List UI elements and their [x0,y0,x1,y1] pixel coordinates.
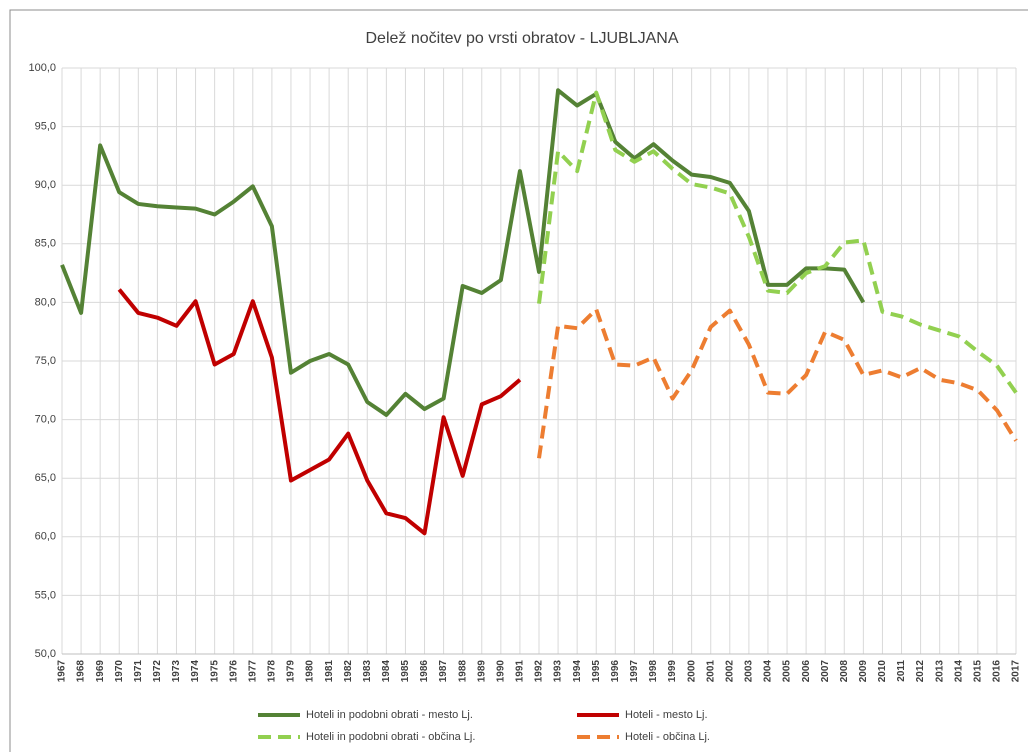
legend-label: Hoteli in podobni obrati - občina Lj. [306,731,475,743]
x-tick-label: 1981 [324,660,335,683]
x-tick-label: 1986 [419,660,430,683]
x-tick-label: 1974 [190,660,201,683]
y-tick-label: 100,0 [28,62,56,74]
x-tick-label: 2011 [896,660,907,682]
x-tick-label: 2004 [763,660,774,683]
x-tick-label: 2014 [953,660,964,683]
x-tick-label: 1984 [381,660,392,683]
x-tick-label: 1972 [152,660,163,683]
x-tick-label: 1969 [95,660,106,683]
x-tick-label: 2016 [992,660,1003,683]
x-tick-label: 1987 [438,660,449,683]
x-tick-label: 1993 [553,660,564,683]
x-tick-label: 2009 [858,660,869,683]
series-line [60,88,866,417]
x-tick-label: 2002 [724,660,735,683]
x-tick-label: 1999 [667,660,678,683]
series-line [537,90,1018,394]
x-tick-label: 1967 [57,660,68,683]
x-tick-label: 2017 [1011,660,1022,683]
y-tick-label: 60,0 [35,531,56,543]
legend-label: Hoteli - občina Lj. [625,731,710,743]
y-tick-label: 50,0 [35,648,56,660]
y-tick-label: 90,0 [35,179,56,191]
x-tick-label: 1988 [457,660,468,683]
legend-label: Hoteli - mesto Lj. [625,709,708,721]
series-line [537,307,1018,459]
x-tick-label: 1968 [76,660,87,683]
x-tick-label: 1991 [515,660,526,683]
x-tick-label: 2001 [705,660,716,683]
x-tick-label: 1973 [171,660,182,683]
x-tick-label: 2006 [801,660,812,683]
x-tick-label: 1983 [362,660,373,683]
x-tick-label: 1998 [648,660,659,683]
x-tick-label: 2007 [820,660,831,683]
y-tick-label: 95,0 [35,121,56,133]
x-tick-label: 2013 [934,660,945,683]
x-tick-label: 1980 [305,660,316,683]
y-tick-label: 55,0 [35,589,56,601]
x-tick-label: 2005 [782,660,793,683]
chart-title: Delež nočitev po vrsti obratov - LJUBLJA… [365,30,678,47]
x-tick-label: 1977 [247,660,258,683]
series-line [117,288,522,536]
x-tick-label: 1996 [610,660,621,683]
x-tick-label: 1978 [267,660,278,683]
x-tick-label: 1994 [572,660,583,683]
y-tick-label: 80,0 [35,296,56,308]
x-tick-label: 1995 [591,660,602,683]
x-tick-label: 1985 [400,660,411,683]
x-tick-label: 1990 [495,660,506,683]
x-tick-label: 1989 [476,660,487,683]
x-tick-label: 1975 [209,660,220,683]
x-tick-label: 2000 [686,660,697,683]
x-tick-label: 1997 [629,660,640,683]
x-tick-label: 1982 [343,660,354,683]
y-tick-label: 75,0 [35,355,56,367]
y-tick-label: 85,0 [35,238,56,250]
x-tick-label: 1971 [133,660,144,683]
x-tick-label: 2003 [744,660,755,683]
x-tick-label: 2012 [915,660,926,683]
legend-label: Hoteli in podobni obrati - mesto Lj. [306,709,473,721]
x-tick-label: 1976 [228,660,239,683]
x-tick-label: 1970 [114,660,125,683]
x-tick-label: 1979 [286,660,297,683]
x-tick-label: 2015 [972,660,983,683]
x-tick-label: 2008 [839,660,850,683]
y-tick-label: 65,0 [35,472,56,484]
y-tick-label: 70,0 [35,414,56,426]
x-tick-label: 2010 [877,660,888,683]
x-tick-label: 1992 [534,660,545,683]
